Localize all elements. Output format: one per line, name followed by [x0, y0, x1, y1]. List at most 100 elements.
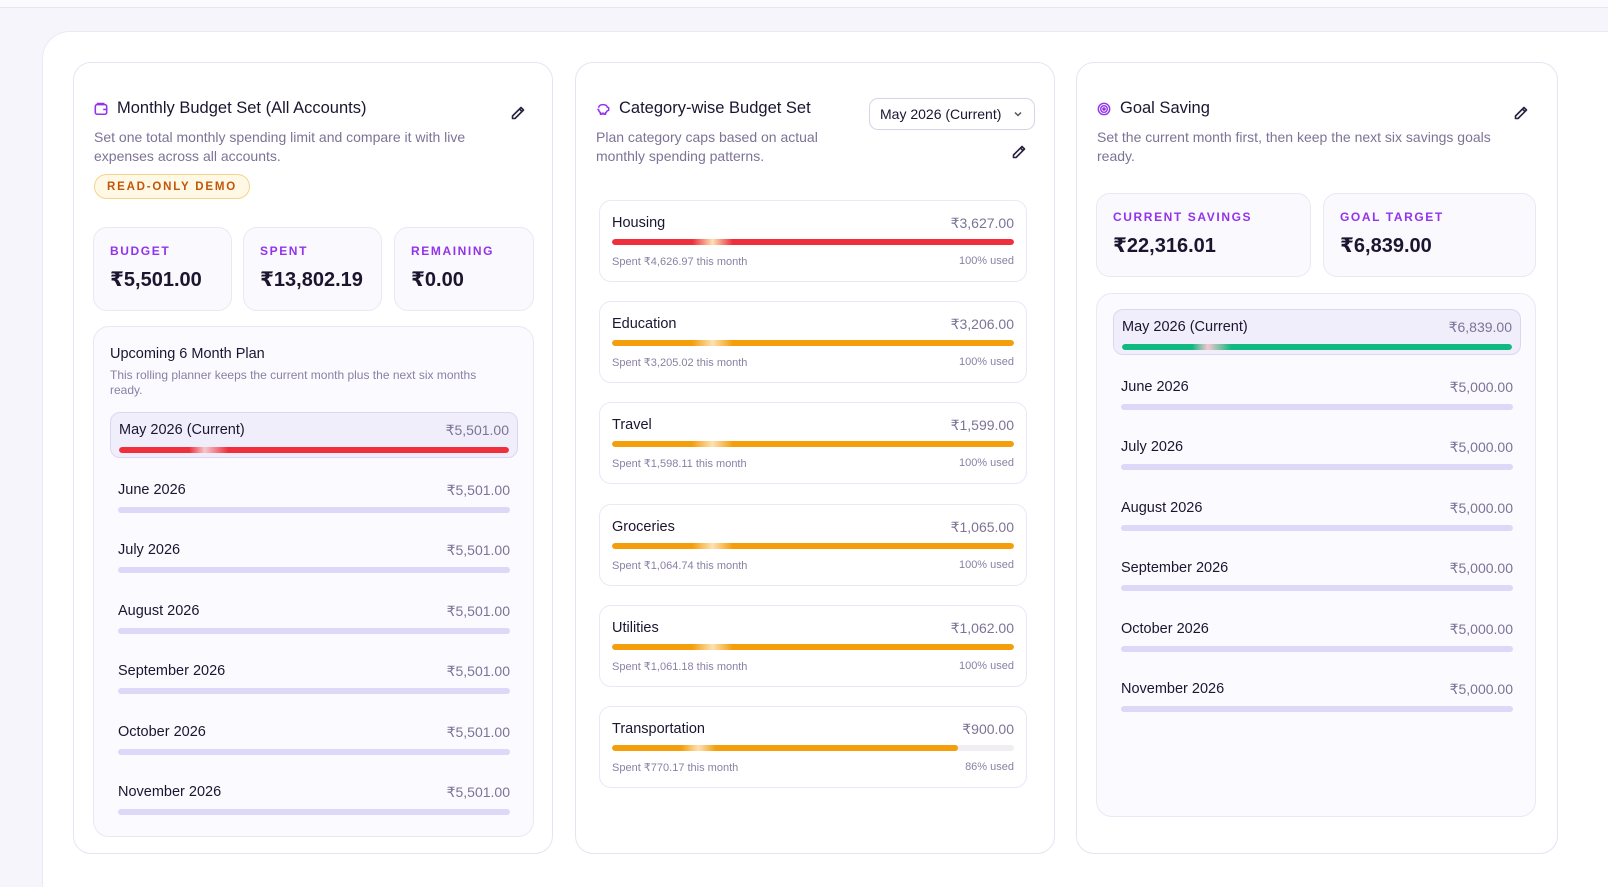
month-row[interactable]: November 2026 ₹5,000.00: [1113, 672, 1521, 718]
month-amount: ₹5,000.00: [1449, 620, 1513, 637]
month-select[interactable]: May 2026 (Current): [869, 98, 1035, 130]
target-icon: [1097, 102, 1111, 115]
month-amount: ₹5,501.00: [446, 663, 510, 679]
category-name: Transportation: [612, 721, 705, 737]
category-used: 100% used: [958, 255, 1014, 267]
month-progress-fill: [119, 447, 509, 453]
month-progress-bar: [118, 688, 510, 694]
month-progress-bar: [118, 627, 510, 634]
month-amount: ₹5,501.00: [446, 542, 510, 558]
month-progress-bar: [1121, 524, 1513, 531]
month-row[interactable]: May 2026 (Current) ₹5,501.00: [110, 412, 518, 458]
category-spent: Spent ₹1,061.18 this month: [612, 660, 748, 673]
category-spent: Spent ₹1,598.11 this month: [612, 458, 747, 471]
month-name: October 2026: [1121, 620, 1209, 637]
month-name: October 2026: [118, 723, 206, 740]
month-progress-bar: [118, 567, 510, 573]
month-row[interactable]: July 2026 ₹5,501.00: [110, 533, 518, 579]
month-row[interactable]: August 2026 ₹5,501.00: [110, 594, 518, 640]
month-name: August 2026: [1121, 499, 1203, 516]
month-row[interactable]: October 2026 ₹5,501.00: [110, 715, 518, 761]
month-row[interactable]: August 2026 ₹5,000.00: [1113, 491, 1521, 537]
current-savings-stat: CURRENT SAVINGS ₹22,316.01: [1096, 193, 1311, 277]
category-progress-bar: [612, 643, 1014, 650]
month-row[interactable]: October 2026 ₹5,000.00: [1113, 612, 1521, 658]
category-item[interactable]: Education ₹3,206.00 Spent ₹3,205.02 this m…: [599, 301, 1027, 384]
category-progress-fill: [612, 239, 1014, 245]
category-item[interactable]: Housing ₹3,627.00 Spent ₹4,626.97 this mon…: [599, 200, 1027, 282]
month-name: June 2026: [118, 481, 186, 498]
stat-value: ₹6,839.00: [1340, 235, 1432, 257]
stat-value: ₹0.00: [411, 269, 464, 291]
category-item[interactable]: Utilities ₹1,062.00 Spent ₹1,061.18 this m…: [599, 604, 1027, 687]
category-progress-bar: [612, 542, 1014, 549]
month-row[interactable]: September 2026 ₹5,501.00: [110, 654, 518, 700]
stat-value: ₹22,316.01: [1113, 235, 1216, 257]
category-name: Housing: [612, 215, 666, 231]
month-name: May 2026 (Current): [119, 422, 245, 438]
category-progress-fill: [612, 643, 1014, 650]
category-progress-bar: [612, 441, 1014, 448]
wallet-icon: [94, 102, 108, 115]
month-name: September 2026: [1121, 560, 1229, 576]
category-spent: Spent ₹3,205.02 this month: [612, 357, 748, 370]
category-cap: ₹3,627.00: [950, 215, 1014, 231]
category-budget-card: Category-wise Budget Set Plan category c…: [575, 62, 1055, 854]
month-amount: ₹5,501.00: [446, 602, 510, 619]
category-name: Travel: [612, 417, 652, 434]
category-progress-fill: [612, 542, 1014, 549]
month-progress-bar: [1121, 464, 1513, 470]
month-progress-bar: [1121, 706, 1513, 712]
category-item[interactable]: Travel ₹1,599.00 Spent ₹1,598.11 this mont…: [599, 402, 1027, 485]
month-amount: ₹5,000.00: [1449, 681, 1513, 697]
stat-label: CURRENT SAVINGS: [1113, 210, 1253, 224]
month-name: May 2026 (Current): [1122, 319, 1248, 335]
goal-saving-title: Goal Saving: [1097, 99, 1210, 118]
pencil-icon: [511, 106, 525, 120]
month-amount: ₹5,000.00: [1449, 439, 1513, 455]
category-budget-title: Category-wise Budget Set: [596, 99, 811, 118]
month-row[interactable]: July 2026 ₹5,000.00: [1113, 430, 1521, 476]
pencil-icon: [1514, 106, 1528, 120]
category-cap: ₹1,599.00: [950, 417, 1014, 434]
stat-label: REMAINING: [411, 244, 495, 258]
edit-budget-button[interactable]: [506, 101, 530, 125]
category-used: 86% used: [965, 761, 1014, 773]
category-progress-fill: [612, 340, 1014, 347]
edit-category-button[interactable]: [1007, 140, 1031, 164]
month-name: September 2026: [118, 663, 226, 679]
category-progress-bar: [612, 340, 1014, 347]
month-amount: ₹5,000.00: [1449, 378, 1513, 395]
spent-stat: SPENT ₹13,802.19: [243, 227, 382, 311]
category-progress-fill: [612, 441, 1014, 448]
month-row[interactable]: November 2026 ₹5,501.00: [110, 775, 518, 821]
month-row[interactable]: June 2026 ₹5,000.00: [1113, 370, 1521, 416]
top-bar: [0, 0, 1608, 8]
category-name: Education: [612, 316, 677, 333]
category-used: 100% used: [958, 457, 1014, 470]
stat-value: ₹5,501.00: [110, 269, 202, 291]
edit-goal-button[interactable]: [1509, 101, 1533, 125]
month-row[interactable]: June 2026 ₹5,501.00: [110, 473, 518, 519]
category-used: 100% used: [958, 558, 1014, 571]
category-name: Groceries: [612, 518, 675, 535]
month-progress-bar: [1122, 344, 1512, 350]
category-item[interactable]: Transportation ₹900.00 Spent ₹770.17 this …: [599, 706, 1027, 788]
month-row[interactable]: September 2026 ₹5,000.00: [1113, 551, 1521, 597]
month-amount: ₹5,501.00: [445, 422, 509, 438]
category-spent: Spent ₹4,626.97 this month: [612, 256, 748, 268]
stat-label: BUDGET: [110, 244, 171, 258]
month-amount: ₹5,501.00: [446, 723, 510, 740]
stat-label: GOAL TARGET: [1340, 210, 1444, 224]
goal-target-stat: GOAL TARGET ₹6,839.00: [1323, 193, 1536, 277]
category-budget-description: Plan category caps based on actual month…: [596, 129, 818, 164]
month-amount: ₹5,501.00: [446, 784, 510, 800]
category-progress-bar: [612, 745, 1014, 751]
category-used: 100% used: [958, 659, 1014, 672]
month-progress-bar: [118, 748, 510, 755]
category-progress-bar: [612, 239, 1014, 245]
month-row[interactable]: May 2026 (Current) ₹6,839.00: [1113, 309, 1521, 355]
month-name: November 2026: [1121, 681, 1225, 697]
category-spent: Spent ₹770.17 this month: [612, 762, 739, 774]
category-item[interactable]: Groceries ₹1,065.00 Spent ₹1,064.74 this m…: [599, 503, 1027, 586]
